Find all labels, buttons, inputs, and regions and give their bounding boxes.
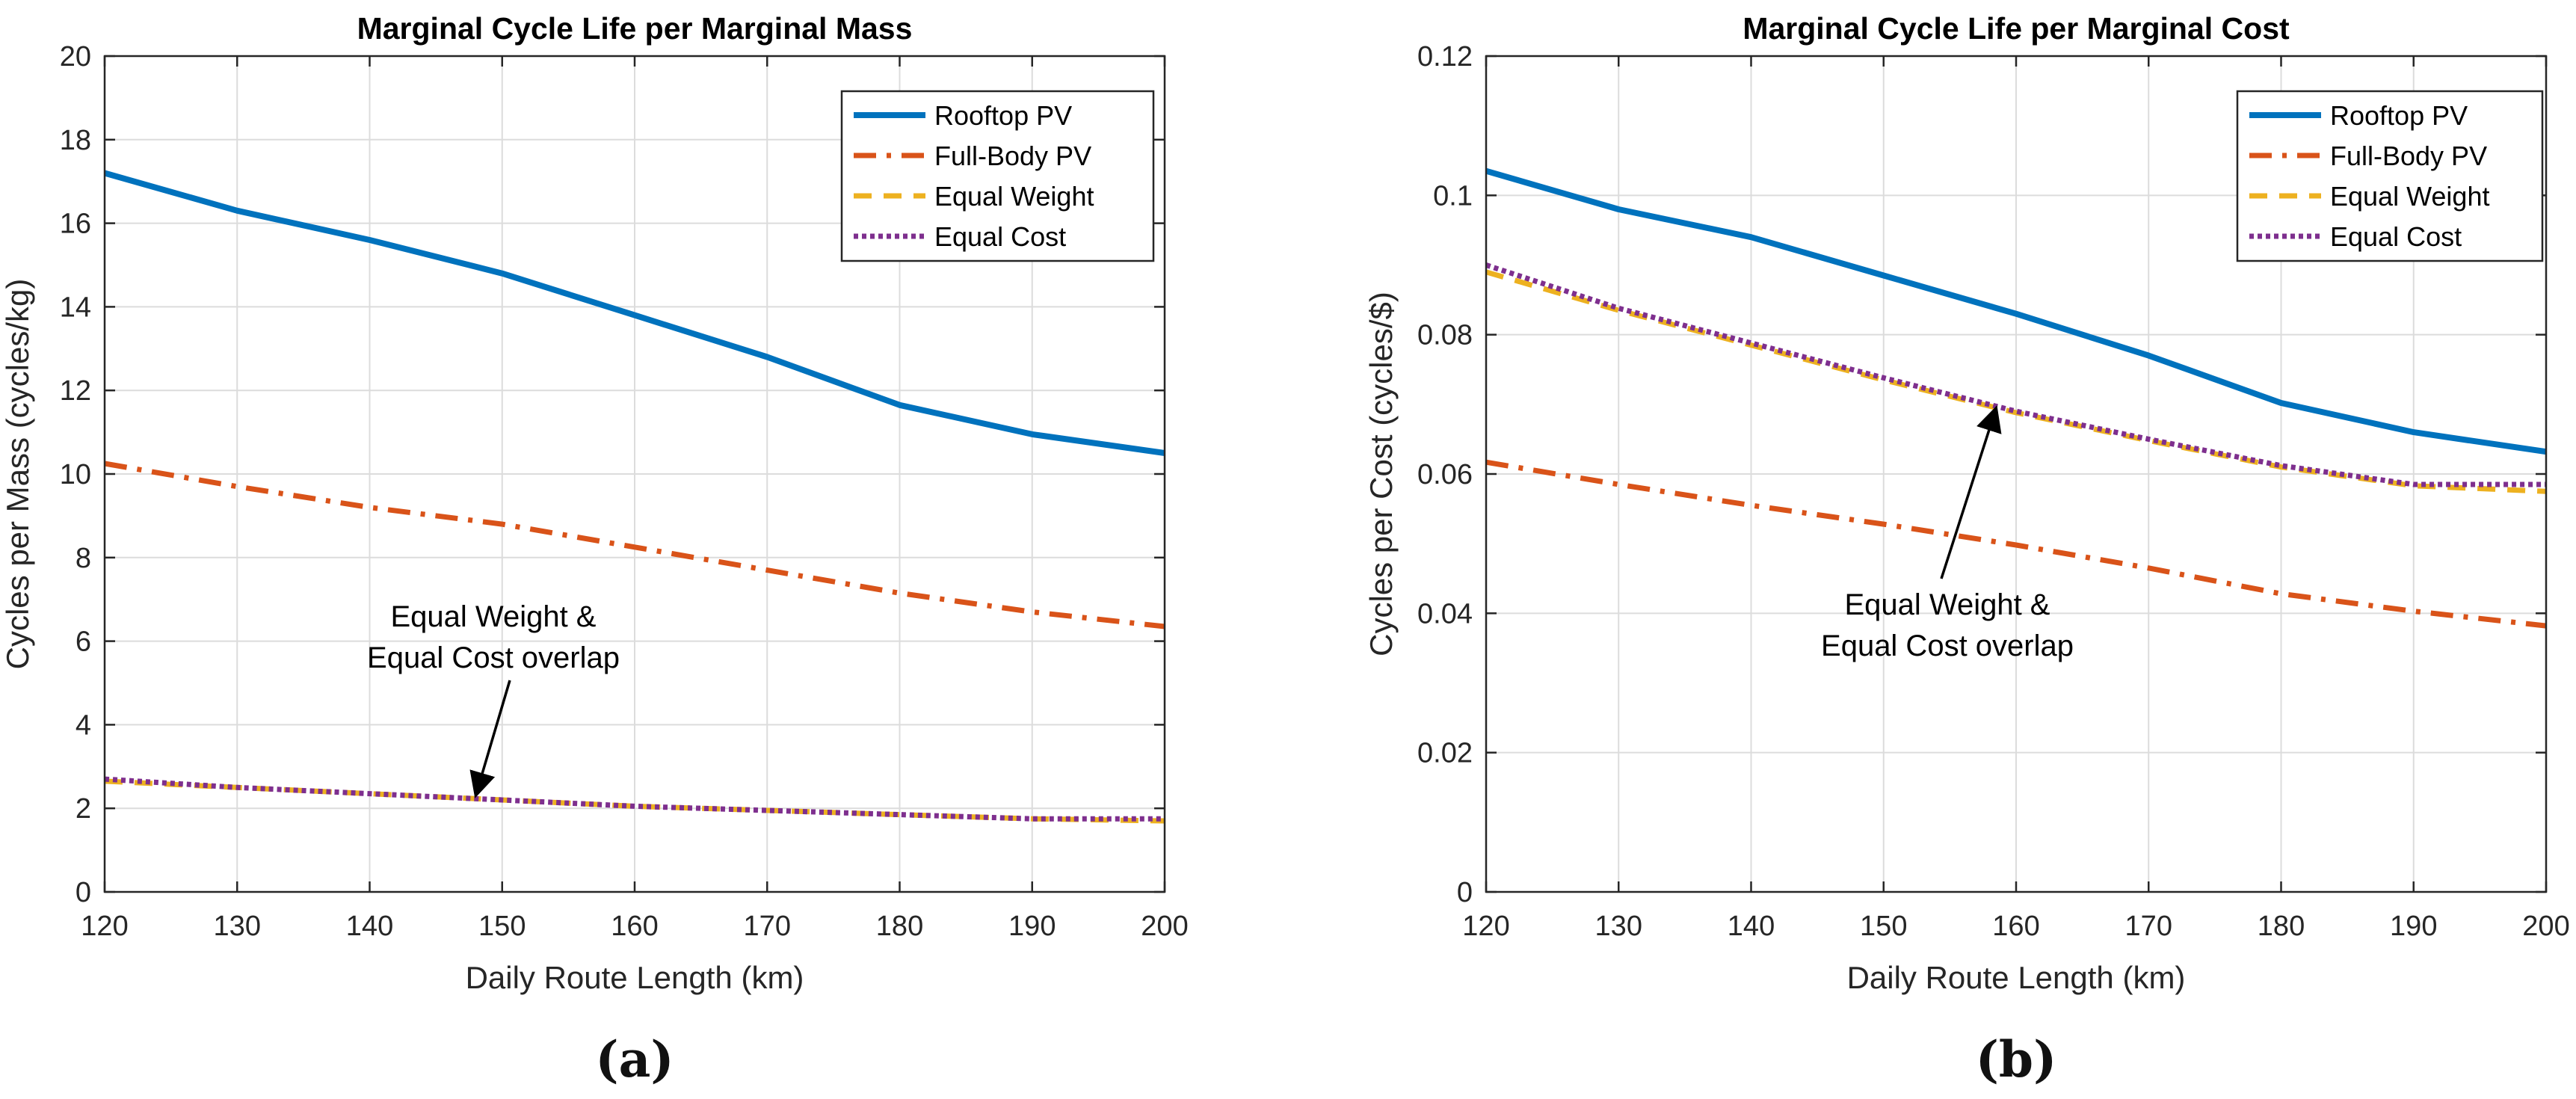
- y-tick-label: 0.06: [1417, 459, 1473, 490]
- y-tick-label: 0: [1457, 877, 1473, 908]
- legend-label: Equal Cost: [934, 221, 1066, 252]
- y-tick-label: 4: [76, 709, 91, 741]
- panel-label: (b): [1976, 1030, 2057, 1089]
- x-tick-label: 180: [2258, 911, 2305, 942]
- annotation-text: Equal Cost overlap: [1821, 629, 2074, 662]
- legend-label: Equal Weight: [2330, 181, 2489, 212]
- x-tick-label: 160: [611, 911, 658, 942]
- annotation-text: Equal Cost overlap: [367, 641, 620, 674]
- y-tick-label: 16: [60, 209, 91, 240]
- y-tick-label: 0.12: [1417, 41, 1473, 73]
- x-tick-label: 180: [876, 911, 923, 942]
- series-group: [1485, 167, 2547, 629]
- x-tick-label: 140: [346, 911, 393, 942]
- x-tick-label: 170: [744, 911, 791, 942]
- x-tick-label: 200: [1141, 911, 1188, 942]
- x-tick-label: 140: [1728, 911, 1775, 942]
- y-tick-label: 0: [76, 877, 91, 908]
- legend-label: Full-Body PV: [2330, 141, 2487, 171]
- annotation-text: Equal Weight &: [391, 600, 597, 633]
- ticks: 120 130 140 150 160 170 180 190 200 0 0.02 0.04 0.06…: [1417, 41, 2570, 942]
- annotation: Equal Weight & Equal Cost overlap: [1821, 405, 2074, 662]
- series-line-rooftop-pv: [103, 170, 1165, 456]
- series-group: [103, 170, 1165, 824]
- series-line-full-body-pv: [1485, 459, 2547, 629]
- y-tick-label: 14: [60, 292, 91, 323]
- x-tick-label: 160: [1992, 911, 2039, 942]
- series-line-equal-cost: [1485, 262, 2546, 487]
- panel-label: (a): [595, 1030, 674, 1089]
- y-tick-label: 0.04: [1417, 598, 1473, 629]
- x-tick-label: 120: [81, 911, 128, 942]
- annotation-arrow: [469, 680, 511, 798]
- ticks: 120 130 140 150 160 170 180 190 200 0 2 4 6 8 10 12 14 16…: [60, 41, 1189, 942]
- annotation-text: Equal Weight &: [1845, 588, 2050, 621]
- series-line-rooftop-pv: [1485, 167, 2547, 455]
- x-tick-label: 170: [2125, 911, 2172, 942]
- chart-panel-b: 120 130 140 150 160 170 180 190 200 0 0.02 0.04 0.06…: [1364, 11, 2570, 1089]
- legend: Rooftop PV Full-Body PV Equal Weight Equal …: [2236, 90, 2544, 262]
- x-tick-label: 190: [1008, 911, 1056, 942]
- legend-label: Full-Body PV: [934, 141, 1091, 171]
- annotation: Equal Weight & Equal Cost overlap: [367, 600, 620, 798]
- legend-box: [840, 90, 1155, 262]
- x-axis-label: Daily Route Length (km): [1847, 960, 2186, 995]
- y-tick-label: 2: [76, 793, 91, 825]
- x-tick-label: 130: [1595, 911, 1642, 942]
- legend-label: Equal Weight: [934, 181, 1094, 212]
- chart-panel-a: 120 130 140 150 160 170 180 190 200 0 2 4 6 8 10 12 14 16…: [0, 11, 1189, 1089]
- annotation-arrow: [1940, 405, 2002, 579]
- y-tick-label: 0.02: [1417, 738, 1473, 769]
- x-tick-label: 130: [214, 911, 261, 942]
- chart-title: Marginal Cycle Life per Marginal Mass: [357, 11, 913, 46]
- chart-title: Marginal Cycle Life per Marginal Cost: [1743, 11, 2290, 46]
- x-tick-label: 190: [2390, 911, 2437, 942]
- y-axis-label: Cycles per Cost (cycles/$): [1364, 292, 1399, 656]
- x-axis-label: Daily Route Length (km): [466, 960, 804, 995]
- series-line-full-body-pv: [104, 461, 1165, 629]
- y-tick-label: 10: [60, 459, 91, 490]
- legend-label: Rooftop PV: [934, 100, 1072, 131]
- y-tick-label: 0.1: [1433, 180, 1473, 212]
- y-tick-label: 6: [76, 627, 91, 658]
- series-line-equal-cost: [104, 776, 1165, 822]
- y-tick-label: 8: [76, 543, 91, 574]
- y-tick-label: 18: [60, 125, 91, 156]
- legend: Rooftop PV Full-Body PV Equal Weight Equal …: [840, 90, 1155, 262]
- legend-label: Equal Cost: [2330, 221, 2462, 252]
- legend-box: [2236, 90, 2544, 262]
- y-tick-label: 12: [60, 375, 91, 407]
- x-tick-label: 150: [1860, 911, 1907, 942]
- y-tick-label: 0.08: [1417, 320, 1473, 351]
- series-line-equal-weight: [1485, 269, 2547, 494]
- y-axis-label: Cycles per Mass (cycles/kg): [0, 279, 35, 670]
- x-tick-label: 120: [1462, 911, 1509, 942]
- x-tick-label: 200: [2522, 911, 2569, 942]
- x-tick-label: 150: [478, 911, 526, 942]
- y-tick-label: 20: [60, 41, 91, 73]
- legend-label: Rooftop PV: [2330, 100, 2468, 131]
